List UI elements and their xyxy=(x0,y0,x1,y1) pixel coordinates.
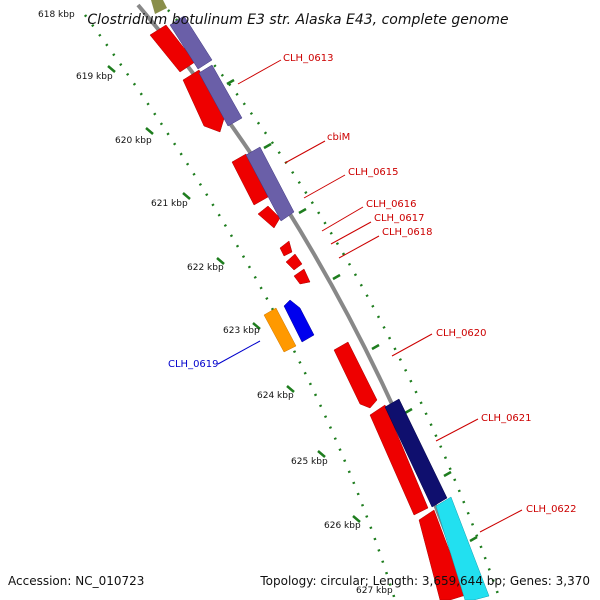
kbp-label: 625 kbp xyxy=(291,457,328,467)
forward-genes xyxy=(149,24,467,600)
kbp-label: 626 kbp xyxy=(324,521,361,531)
gene-label[interactable]: CLH_0615 xyxy=(348,167,399,178)
gene-block xyxy=(418,509,467,600)
gene-arrow xyxy=(279,240,293,257)
gene-block xyxy=(384,398,448,508)
gene-arrow xyxy=(182,69,227,133)
gene-label[interactable]: CLH_0618 xyxy=(382,227,433,238)
gene-fragment xyxy=(151,0,167,14)
gene-label[interactable]: CLH_0619 xyxy=(168,359,219,370)
gene-label[interactable]: cbiM xyxy=(327,132,350,143)
kbp-label: 627 kbp xyxy=(356,586,393,596)
map-title: Clostridium botulinum E3 str. Alaska E43… xyxy=(87,12,508,28)
gene-labels: CLH_0613 cbiM CLH_0615 CLH_0616 CLH_0617… xyxy=(168,53,577,515)
genome-stats-text: Topology: circular; Length: 3,659,644 bp… xyxy=(259,574,590,588)
gene-block xyxy=(169,15,213,70)
kbp-label: 624 kbp xyxy=(257,391,294,401)
inner-tick-ring xyxy=(83,14,397,600)
kbp-label: 622 kbp xyxy=(187,263,224,273)
gene-arrow xyxy=(333,341,378,409)
outer-tick-ring xyxy=(167,9,502,600)
gene-label[interactable]: CLH_0621 xyxy=(481,413,532,424)
kbp-label: 618 kbp xyxy=(38,10,75,20)
kbp-label: 619 kbp xyxy=(76,72,113,82)
gene-label[interactable]: CLH_0622 xyxy=(526,504,577,515)
gene-block xyxy=(198,64,243,127)
gene-block xyxy=(245,146,295,222)
label-leader xyxy=(217,340,261,365)
label-leaders xyxy=(237,59,523,533)
purple-genes xyxy=(169,15,295,222)
accession-text: Accession: NC_010723 xyxy=(8,574,144,588)
gene-block xyxy=(263,307,297,353)
gene-arrow xyxy=(283,299,315,343)
kbp-label: 621 kbp xyxy=(151,199,188,209)
gene-block xyxy=(435,496,490,600)
gene-arrow xyxy=(293,268,311,285)
outer-major-ticks xyxy=(226,78,478,543)
gene-label[interactable]: CLH_0616 xyxy=(366,199,417,210)
gene-label[interactable]: CLH_0620 xyxy=(436,328,487,339)
kbp-label: 623 kbp xyxy=(223,326,260,336)
gene-block xyxy=(369,404,429,516)
inner-major-ticks xyxy=(107,65,361,523)
gene-label[interactable]: CLH_0613 xyxy=(283,53,334,64)
gene-label[interactable]: CLH_0617 xyxy=(374,213,425,224)
gene-arrow xyxy=(285,253,303,271)
kbp-labels: 618 kbp 619 kbp 620 kbp 621 kbp 622 kbp … xyxy=(38,10,393,596)
kbp-label: 620 kbp xyxy=(115,136,152,146)
